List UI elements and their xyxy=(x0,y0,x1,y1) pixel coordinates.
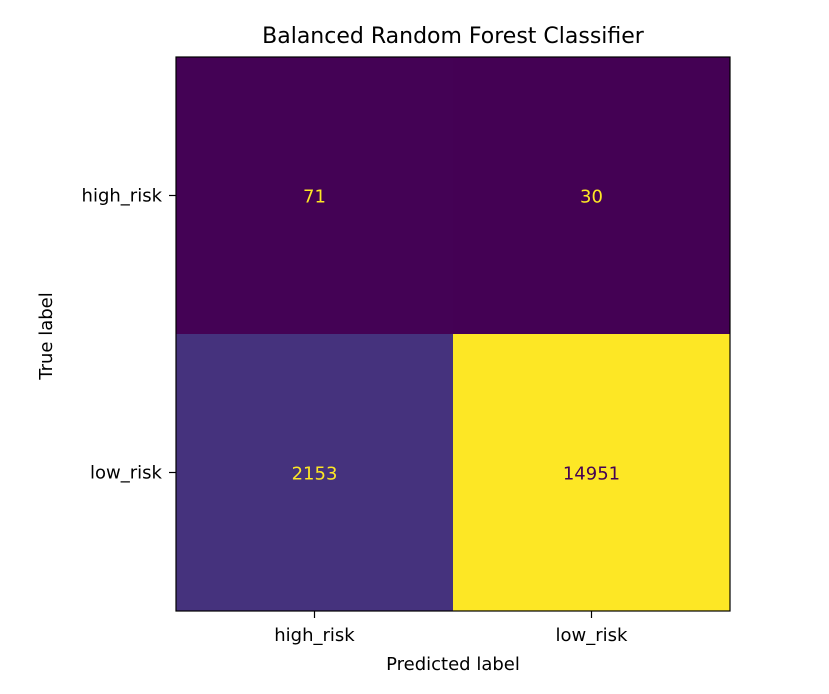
y-tick-label: high_risk xyxy=(82,186,163,207)
plot-frame xyxy=(175,56,731,612)
chart-title: Balanced Random Forest Classifier xyxy=(262,24,645,49)
heatmap-cells xyxy=(176,57,731,612)
cell-value-label: 30 xyxy=(580,187,603,208)
heatmap-cell xyxy=(453,57,731,335)
y-axis-label: True label xyxy=(36,292,57,381)
x-tick-label: high_risk xyxy=(274,625,355,646)
cell-value-label: 2153 xyxy=(292,464,338,485)
heatmap-cell xyxy=(176,57,454,335)
cell-value-labels: 71 30 2153 14951 xyxy=(292,187,621,485)
x-axis-label: Predicted label xyxy=(386,654,520,675)
y-tick-label: low_risk xyxy=(90,463,163,484)
heatmap-cell xyxy=(453,334,731,612)
x-tick-label: low_risk xyxy=(556,625,629,646)
cell-value-label: 71 xyxy=(303,187,326,208)
heatmap-cell xyxy=(176,334,454,612)
x-axis-ticks: high_risk low_risk xyxy=(274,611,628,646)
y-axis-ticks: high_risk low_risk xyxy=(82,186,176,484)
cell-value-label: 14951 xyxy=(563,464,620,485)
